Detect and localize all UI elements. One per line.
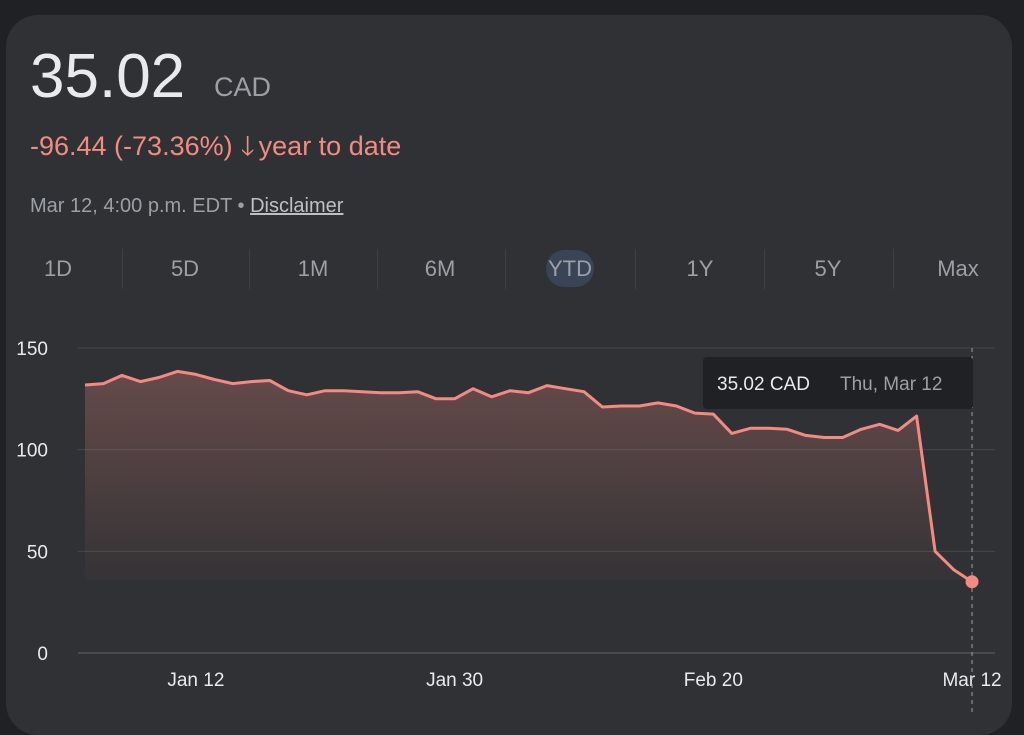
tab-divider [249, 249, 250, 289]
tab-divider [893, 249, 894, 289]
range-tab-1d[interactable]: 1D [18, 245, 98, 293]
range-tabs: 1D 5D 1M 6M YTD 1Y 5Y Max [0, 245, 1006, 293]
range-tab-5d[interactable]: 5D [145, 245, 225, 293]
range-tab-6m[interactable]: 6M [400, 245, 480, 293]
tooltip-date: Thu, Mar 12 [840, 374, 942, 395]
price-line [84, 369, 973, 584]
range-tab-max[interactable]: Max [918, 245, 998, 293]
currency-label: CAD [214, 72, 272, 102]
range-tab-label: 6M [424, 256, 456, 281]
range-tab-label: 1D [43, 256, 73, 281]
x-tick-label: Mar 12 [942, 670, 1001, 691]
y-tick-label: 100 [16, 441, 48, 462]
price-area [85, 371, 973, 582]
range-tab-1y[interactable]: 1Y [660, 245, 740, 293]
range-tab-ytd[interactable]: YTD [530, 245, 610, 293]
range-tab-label: YTD [546, 250, 594, 287]
tooltip-box [703, 357, 973, 409]
timestamp: Mar 12, 4:00 p.m. EDT [30, 195, 232, 217]
tab-divider [764, 249, 765, 289]
range-tab-5y[interactable]: 5Y [788, 245, 868, 293]
ytd-change: -96.44 (-73.36%) 🡓 year to date [30, 127, 401, 173]
tab-divider [505, 249, 506, 289]
range-tab-label: 5Y [814, 256, 842, 281]
y-tick-label: 150 [16, 339, 48, 360]
hover-point [965, 575, 979, 589]
y-tick-label: 50 [27, 542, 48, 563]
quote-meta: Mar 12, 4:00 p.m. EDT • Disclaimer [30, 195, 343, 218]
x-tick-label: Jan 30 [426, 670, 483, 691]
separator: • [237, 195, 245, 217]
arrow-down-icon: 🡓 [240, 131, 255, 161]
tab-divider [376, 249, 378, 289]
range-tab-label: 1Y [686, 256, 714, 281]
change-period: year to date [258, 131, 402, 161]
range-tab-label: 5D [170, 256, 200, 281]
disclaimer-link[interactable]: Disclaimer [250, 195, 344, 217]
price-chart[interactable]: 0 50 100 150 Jan 12 Jan 30 Feb 20 Mar 12 35.02 C… [0, 0, 1024, 713]
tooltip-value: 35.02 CAD [717, 374, 810, 395]
change-value: -96.44 (-73.36%) [30, 131, 233, 161]
x-tick-label: Jan 12 [167, 670, 224, 691]
range-tab-label: 1M [297, 256, 329, 281]
range-tab-label: Max [937, 256, 979, 281]
y-tick-label: 0 [37, 644, 48, 665]
tab-divider [121, 249, 123, 289]
range-tab-1m[interactable]: 1M [273, 245, 353, 293]
current-price: 35.02 [30, 42, 186, 111]
tab-divider [635, 249, 636, 289]
x-tick-label: Feb 20 [684, 670, 743, 691]
